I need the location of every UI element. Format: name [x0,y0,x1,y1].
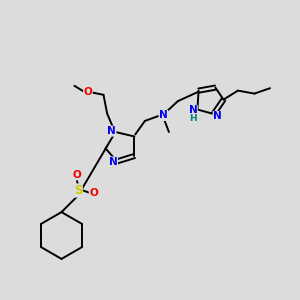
Text: N: N [213,111,222,122]
Text: N: N [109,157,118,167]
Text: S: S [74,184,82,197]
Text: N: N [188,105,197,116]
Text: N: N [159,110,168,121]
Text: O: O [72,170,81,180]
Text: H: H [189,114,197,123]
Text: O: O [89,188,98,198]
Text: N: N [107,126,116,136]
Text: O: O [83,87,92,98]
